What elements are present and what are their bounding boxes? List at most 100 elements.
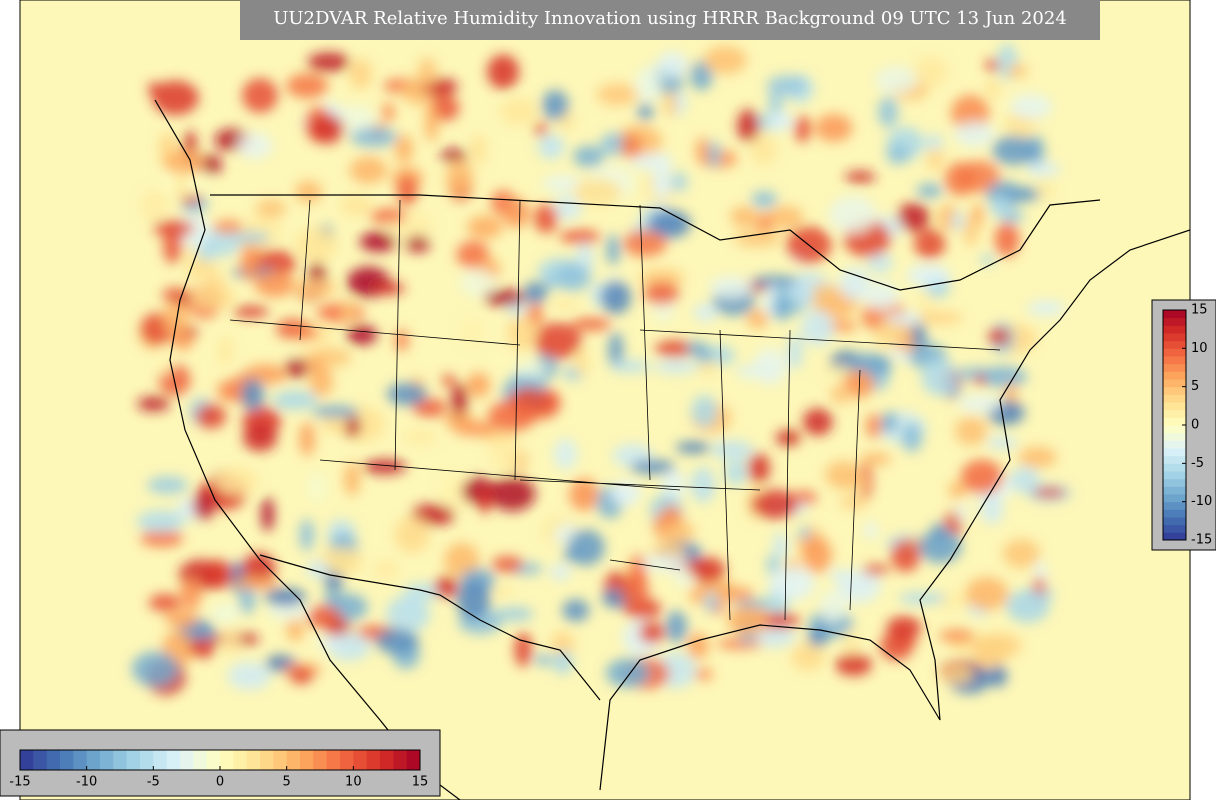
map-blob <box>424 104 439 142</box>
map-blob <box>596 83 639 106</box>
colorbar-swatch <box>33 750 48 770</box>
colorbar-swatch <box>1163 394 1186 403</box>
colorbar-swatch <box>180 750 194 770</box>
map-blob <box>840 495 868 509</box>
colorbar-swatch <box>1163 455 1186 464</box>
map-blob <box>828 195 877 234</box>
map-blob <box>563 549 584 562</box>
colorbar-swatch <box>1163 317 1186 326</box>
tick-label: 15 <box>1191 303 1208 318</box>
map-blob <box>696 137 710 165</box>
map-blob <box>737 109 760 143</box>
colorbar-swatch <box>233 750 248 770</box>
tick-label: -10 <box>76 775 97 790</box>
map-blob <box>926 146 945 172</box>
map-blob <box>962 215 979 246</box>
map-blob <box>697 346 712 365</box>
colorbar-swatch <box>1163 471 1186 480</box>
map-blob <box>350 127 398 148</box>
map-blob <box>987 436 1018 450</box>
map-blob <box>232 577 280 590</box>
colorbar-swatch <box>1163 402 1186 411</box>
map-blob <box>308 357 324 376</box>
colorbar-swatch <box>86 750 101 770</box>
map-blob <box>707 141 721 168</box>
map-blob <box>487 54 520 89</box>
state-lines <box>229 199 1001 621</box>
map-blob <box>703 45 747 75</box>
map-blob <box>286 73 328 99</box>
map-blob <box>255 198 287 219</box>
map-blob <box>375 628 419 654</box>
map-blob <box>812 283 833 309</box>
map-blob <box>901 422 923 452</box>
map-blob <box>456 581 491 619</box>
map-blob <box>295 227 338 263</box>
map-blob <box>665 610 688 643</box>
map-blob <box>623 230 667 257</box>
map-blob <box>610 480 641 506</box>
colorbar-swatch <box>1163 340 1186 349</box>
map-blob <box>541 90 569 121</box>
map-blob <box>948 481 966 500</box>
map-blob <box>232 231 270 244</box>
map-blob <box>322 592 345 603</box>
map-blob <box>1010 466 1040 493</box>
map-blob <box>734 230 781 247</box>
map-blob <box>346 325 378 345</box>
map-blob <box>862 564 889 576</box>
map-blob <box>693 303 718 322</box>
map-blob <box>413 398 447 417</box>
map-blob <box>1006 589 1050 623</box>
map-blob <box>550 299 580 310</box>
map-blob <box>751 275 799 287</box>
map-blob <box>534 203 558 234</box>
map-blob <box>299 518 315 552</box>
colorbar-swatch <box>1163 379 1186 388</box>
tick-label: 0 <box>216 775 224 790</box>
map-blob <box>661 521 695 543</box>
colorbar-swatch <box>1163 532 1186 541</box>
map-blob <box>394 516 430 553</box>
map-blob <box>459 268 496 297</box>
colorbar-swatch <box>260 750 274 770</box>
map-blob <box>768 88 783 117</box>
map-blob <box>286 617 304 642</box>
map <box>20 0 1190 800</box>
map-blob <box>1002 539 1040 569</box>
map-blob <box>886 616 922 640</box>
map-blob <box>466 372 491 398</box>
map-blob <box>220 627 241 656</box>
colorbar-swatch <box>1163 440 1186 449</box>
mexico-border <box>259 554 601 701</box>
map-blob <box>534 122 548 137</box>
map-blob <box>295 180 322 203</box>
map-blob <box>573 178 622 205</box>
map-blob <box>241 378 265 411</box>
colorbar-swatch <box>406 750 421 770</box>
tick-label: -15 <box>9 775 30 790</box>
map-blob <box>537 133 565 160</box>
map-blob <box>791 642 825 671</box>
colorbar-swatch <box>1163 363 1186 372</box>
map-blob <box>772 296 792 321</box>
map-blob <box>881 411 898 433</box>
map-blob <box>866 413 882 439</box>
map-blob <box>687 633 709 659</box>
map-blob <box>987 664 1007 688</box>
map-blob <box>639 621 665 644</box>
map-blob <box>308 471 327 503</box>
map-blob <box>242 423 278 452</box>
map-blob <box>507 316 537 351</box>
map-blob <box>979 633 1022 659</box>
map-blob <box>652 164 672 199</box>
map-blob <box>864 522 878 539</box>
colorbar-swatch <box>1163 501 1186 510</box>
map-blob <box>600 280 631 314</box>
map-blob <box>867 252 893 274</box>
colorbar-swatch <box>153 750 168 770</box>
map-blob <box>689 60 713 91</box>
map-blob <box>980 492 1004 525</box>
map-blob <box>562 599 590 622</box>
